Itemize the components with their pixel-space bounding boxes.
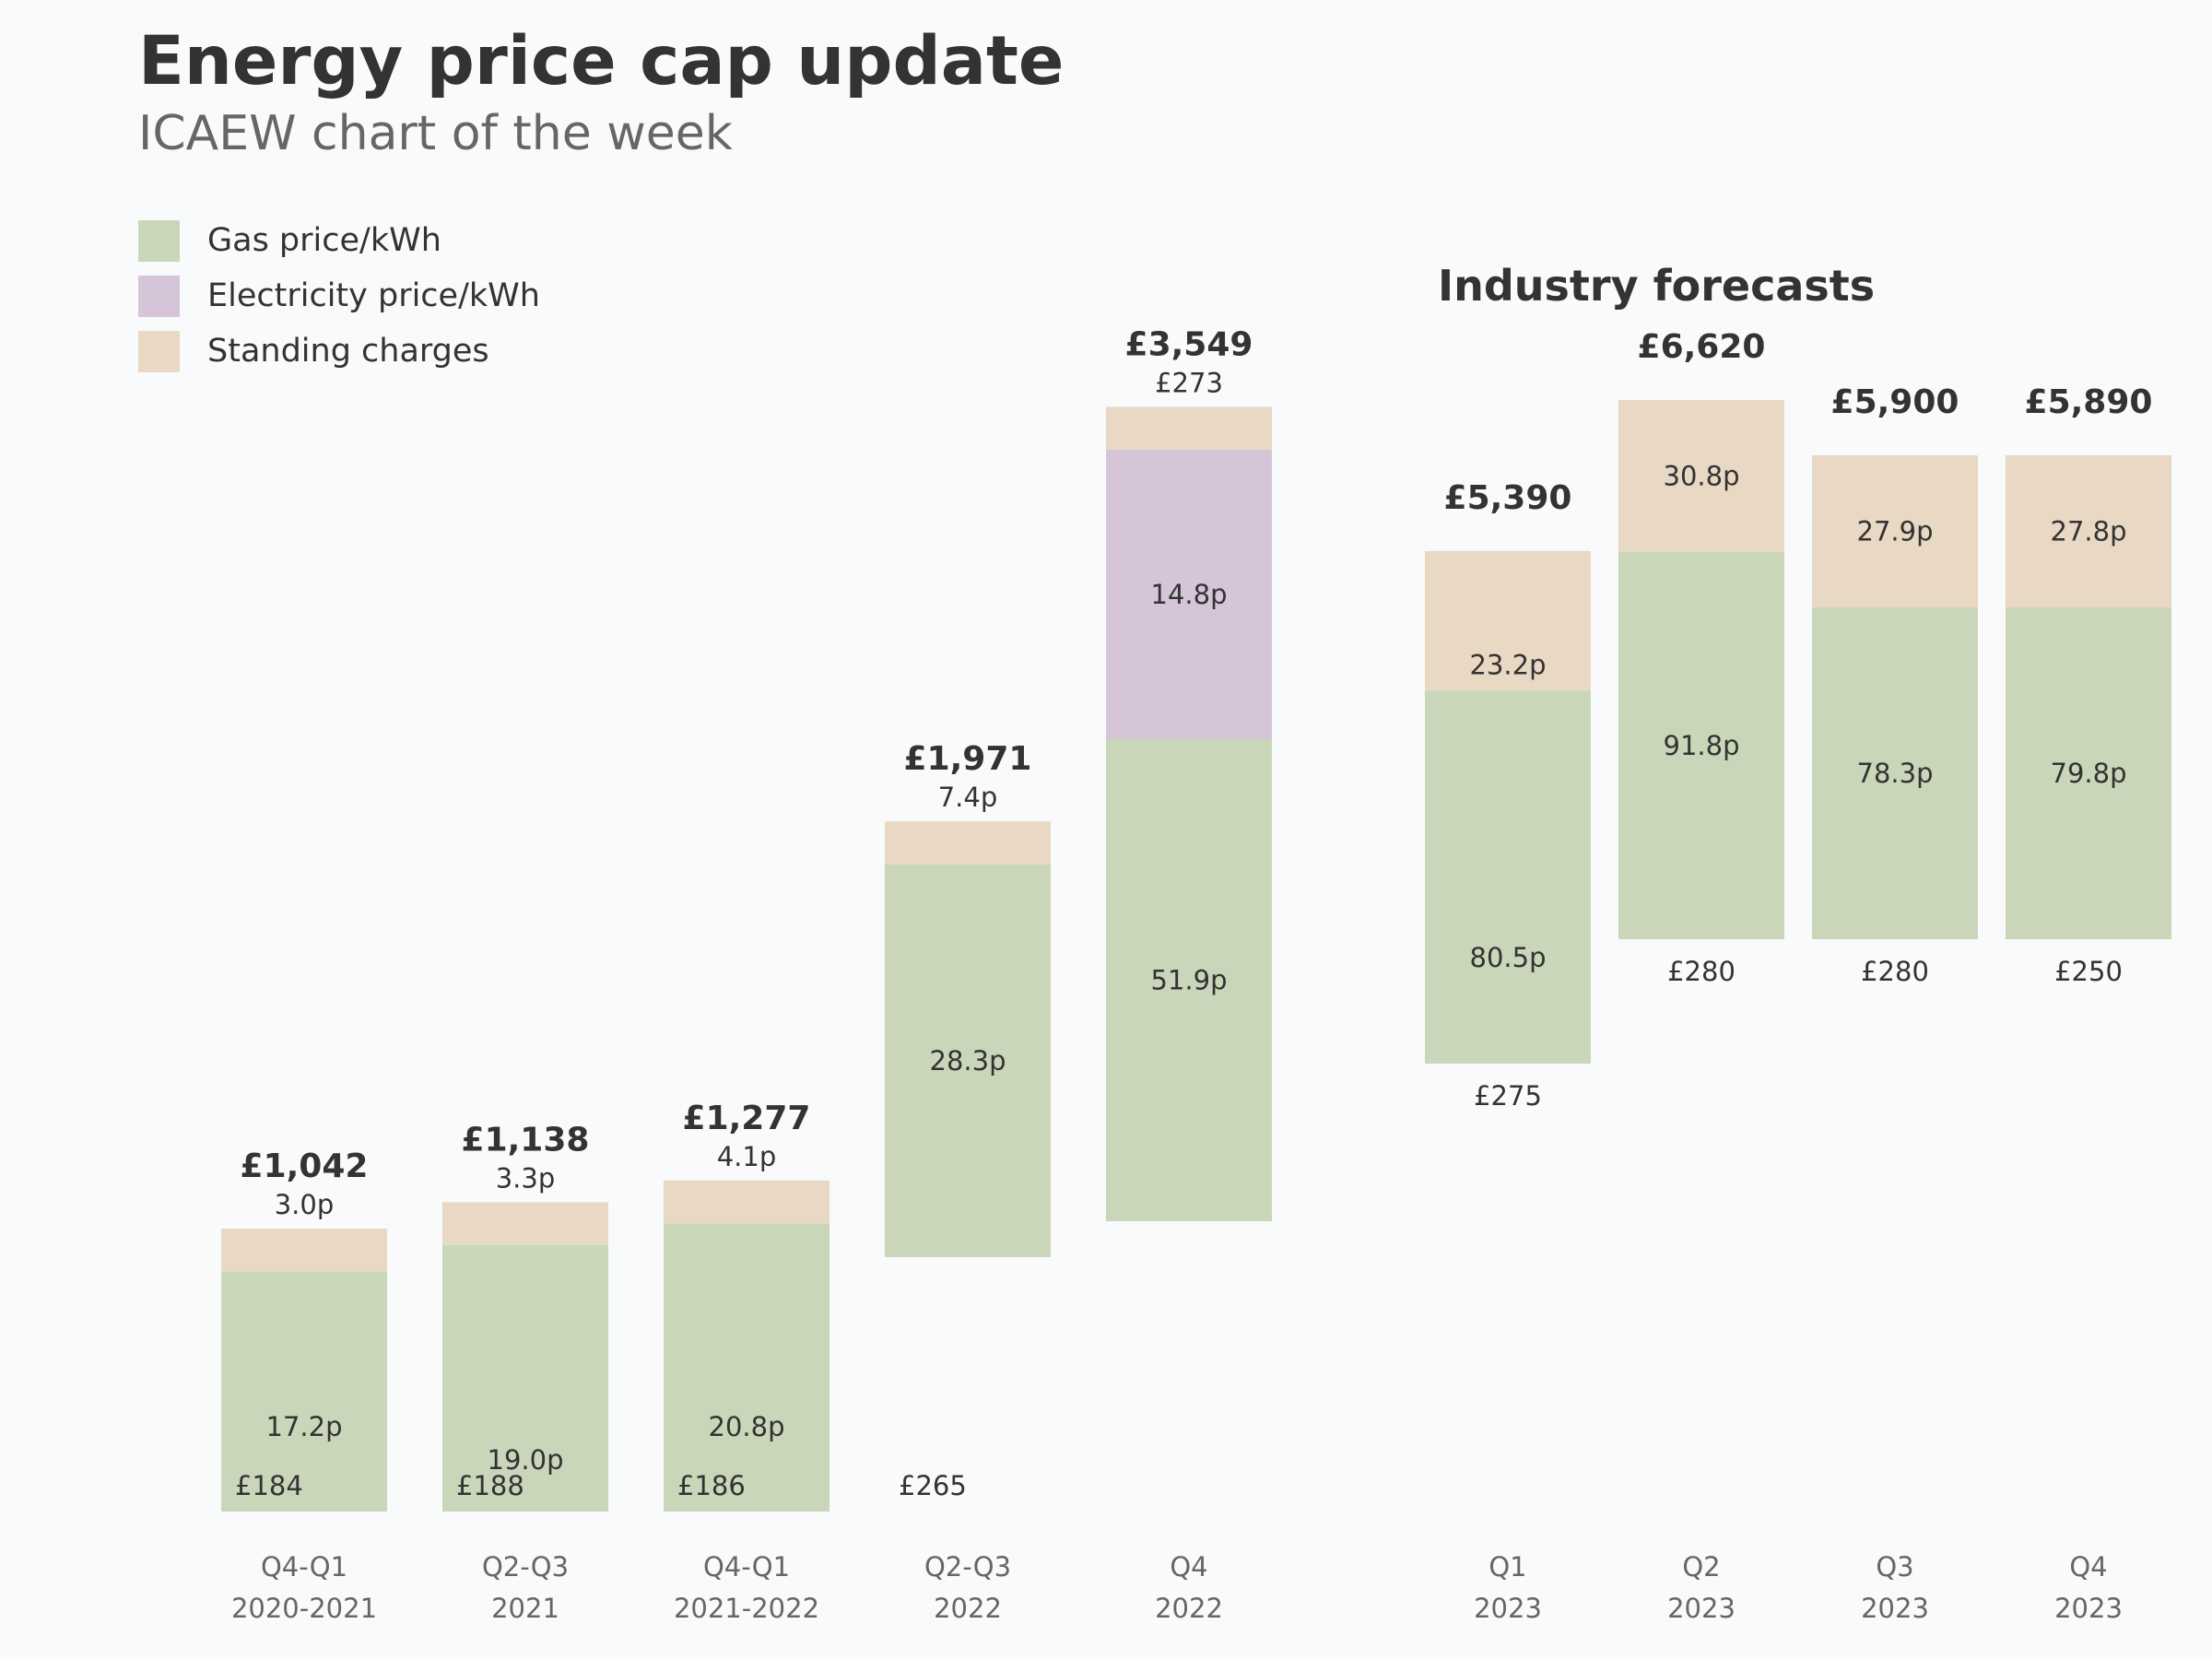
segment-label-gas: 17.2p [266,1411,343,1442]
x-tick-label: Q4-Q1 [703,1551,790,1583]
bar-total-label: £3,549 [1125,326,1253,364]
segment-label-gas: 78.3p [1857,758,1934,789]
legend: Gas price/kWh Electricity price/kWh Stan… [138,219,540,385]
bar-segment-electricity [1106,450,1272,739]
legend-swatch-standing [138,330,180,372]
bar-segment-gas [664,1223,830,1512]
segment-label-standing: 4.1p [717,1141,777,1172]
bar-segment-gas [1812,607,1978,939]
legend-label-electricity: Electricity price/kWh [207,277,540,314]
x-tick-label: 2022 [934,1593,1002,1624]
x-tick-label: 2023 [2054,1593,2123,1624]
x-tick-label: Q2-Q3 [924,1551,1011,1583]
bar-segment-standing [1425,550,1591,691]
x-tick-label: Q2 [1682,1551,1720,1583]
legend-item-electricity: Electricity price/kWh [138,275,540,317]
x-tick-label: Q4 [1170,1551,1207,1583]
bar-segment-standing [221,1229,387,1272]
base-label: £188 [456,1470,524,1501]
base-label: £265 [899,1470,967,1501]
bar-total-label: £1,138 [462,1121,590,1159]
legend-swatch-electricity [138,275,180,317]
bar-segment-standing [885,821,1051,865]
legend-swatch-gas [138,219,180,262]
legend-label-gas: Gas price/kWh [207,222,441,259]
segment-label-standing: 27.9p [1857,516,1934,547]
segment-label-standing: 3.3p [496,1162,556,1194]
base-label: £186 [677,1470,746,1501]
x-tick-label: 2022 [1155,1593,1223,1624]
bar-segment-standing [1106,406,1272,450]
bar-segment-gas [221,1271,387,1512]
bar-total-label: £5,900 [1831,383,1959,421]
x-tick-label: 2021 [491,1593,559,1624]
segment-label-gas: 20.8p [709,1411,785,1442]
bar-total-label: £5,390 [1444,479,1572,517]
segment-label-gas: 79.8p [2051,758,2127,789]
x-tick-label: Q3 [1876,1551,1913,1583]
segment-label-electricity: 14.8p [1151,579,1228,610]
bar-segment-standing [2006,455,2171,607]
x-tick-label: 2023 [1861,1593,1929,1624]
segment-label-gas: 19.0p [488,1444,564,1476]
segment-label-gas: 80.5p [1470,942,1547,973]
bar-segment-gas [1618,552,1784,939]
segment-label-standing: 27.8p [2051,516,2127,547]
x-tick-label: 2021-2022 [674,1593,819,1624]
chart-title: Energy price cap update [138,22,1065,100]
segment-label-gas: 28.3p [930,1045,1006,1077]
legend-item-gas: Gas price/kWh [138,219,540,262]
bar-segment-gas [2006,607,2171,939]
segment-label-gas: 91.8p [1664,730,1740,761]
segment-label-standing: 30.8p [1664,461,1740,492]
x-tick-label: Q4 [2069,1551,2107,1583]
bar-total-label: £1,042 [241,1147,369,1185]
bar-segment-gas [1425,690,1591,1064]
bar-segment-standing [1618,400,1784,552]
bar-total-label: £1,277 [683,1100,811,1137]
segment-label-standing: 3.0p [275,1189,335,1220]
bar-segment-gas [1106,738,1272,1221]
bar-total-label: £1,971 [904,740,1032,778]
bar-segment-standing [442,1202,608,1245]
base-label: £280 [1861,956,1929,987]
bar-segment-standing [664,1180,830,1224]
x-tick-label: Q4-Q1 [261,1551,347,1583]
legend-item-standing: Standing charges [138,330,540,372]
bar-segment-gas [442,1244,608,1512]
x-tick-label: Q1 [1488,1551,1526,1583]
x-tick-label: Q2-Q3 [482,1551,569,1583]
segment-label-standing: 7.4p [938,782,998,813]
segment-label-standing: £273 [1155,368,1223,399]
base-label: £275 [1474,1080,1542,1112]
bar-segment-standing [1812,455,1978,607]
x-tick-label: 2020-2021 [231,1593,377,1624]
bar-total-label: £5,890 [2025,383,2153,421]
chart-subtitle: ICAEW chart of the week [138,106,733,161]
segment-label-gas: 51.9p [1151,964,1228,995]
forecast-heading: Industry forecasts [1438,261,1876,311]
bar-total-label: £6,620 [1638,328,1766,366]
base-label: £250 [2054,956,2123,987]
base-label: £184 [235,1470,303,1501]
x-tick-label: 2023 [1474,1593,1542,1624]
segment-label-standing: 23.2p [1470,649,1547,680]
legend-label-standing: Standing charges [207,333,489,370]
x-tick-label: 2023 [1667,1593,1735,1624]
base-label: £280 [1667,956,1735,987]
bar-segment-gas [885,864,1051,1257]
